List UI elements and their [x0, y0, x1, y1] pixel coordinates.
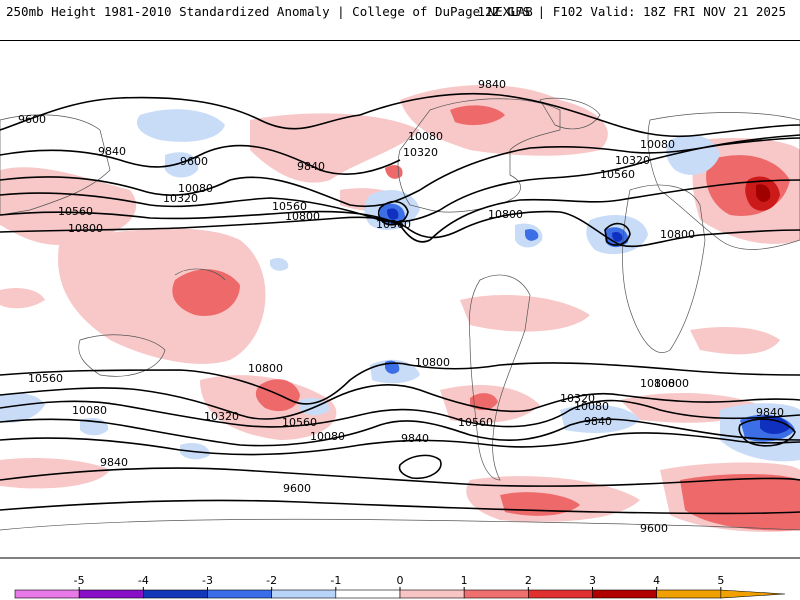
contour-label-10320-satl: 10320 — [560, 392, 595, 405]
contour-label-9600-npac: 9600 — [18, 113, 46, 126]
colorbar-tick-label: -4 — [138, 574, 149, 587]
contour-label-10080-europe: 10080 — [640, 138, 675, 151]
contour-closed-low-atlantic — [604, 222, 631, 246]
map-panel: 9600 9840 9600 9840 10080 10320 10560 10800 1056… — [0, 40, 800, 560]
colorbar-ticks: -5 -4 -3 -2 -1 0 1 2 3 4 5 — [74, 574, 724, 590]
contour-label-10320-npac: 10320 — [163, 192, 198, 205]
height-contours — [0, 92, 800, 515]
colorbar-tick-label: -3 — [202, 574, 213, 587]
anomaly-colorbar: -5 -4 -3 -2 -1 0 1 2 3 4 5 — [14, 574, 786, 599]
colorbar-tick-label: -1 — [330, 574, 341, 587]
colorbar-swatch — [656, 589, 722, 599]
contour-label-9600-antarctic-east: 9600 — [640, 522, 668, 535]
africa-coast — [622, 184, 706, 353]
colorbar-swatch — [463, 589, 529, 599]
south-america-coast — [468, 274, 531, 481]
contour-label-9840-sindian: 9840 — [100, 456, 128, 469]
contour-label-10320-europe: 10320 — [615, 154, 650, 167]
contour-10080-north — [0, 176, 421, 208]
colorbar-tick-label: -5 — [74, 574, 85, 587]
antarctica-coast — [0, 518, 800, 531]
map-title: 250mb Height 1981-2010 Standardized Anom… — [6, 4, 533, 19]
contour-label-10800-safrica: 10800 — [654, 377, 689, 390]
contour-9840-south — [0, 432, 800, 456]
contour-label-10800-africa: 10800 — [660, 228, 695, 241]
contour-10560-atlantic — [429, 179, 800, 241]
contour-label-10800-wpac: 10800 — [68, 222, 103, 235]
contour-label-9840-greenland: 9840 — [478, 78, 506, 91]
contour-label-10560-wpac: 10560 — [58, 205, 93, 218]
contour-closed-low-sind — [738, 418, 796, 447]
contour-label-9840-sind-low: 9840 — [756, 406, 784, 419]
north-america-coast — [397, 98, 561, 213]
colorbar-swatch — [143, 589, 208, 599]
colorbar-tick-label: 4 — [653, 574, 660, 587]
contour-10560-south — [0, 384, 800, 420]
colorbar-swatch — [207, 589, 272, 599]
greenland-coast — [539, 97, 601, 130]
contour-9600-south — [0, 467, 800, 487]
colorbar-end-triangle — [720, 589, 786, 599]
colorbar-blocks — [14, 589, 786, 599]
contour-label-10800-gulf: 10800 — [488, 208, 523, 221]
contour-label-10800-cpac: 10800 — [285, 210, 320, 223]
contour-label-10080-sindian: 10080 — [72, 404, 107, 417]
contour-9840-north — [0, 144, 401, 175]
contour-label-9600-antarctic: 9600 — [283, 482, 311, 495]
australia-coast — [78, 334, 166, 377]
colorbar-swatch — [14, 589, 80, 599]
colorbar-swatch — [399, 589, 465, 599]
indonesia-coast — [174, 268, 226, 281]
contour-10080-south — [0, 418, 800, 447]
contour-label-9840-satl: 9840 — [584, 415, 612, 428]
contour-9600-north — [0, 96, 361, 131]
extreme-positive-anomaly-shading — [745, 176, 780, 211]
contour-label-9840-bc: 9840 — [297, 160, 325, 173]
contour-label-10560-sindian: 10560 — [28, 372, 63, 385]
contour-label-10560-satl: 10560 — [458, 416, 493, 429]
contour-label-10800-sindian: 10800 — [415, 356, 450, 369]
contour-label-10800-spac: 10800 — [248, 362, 283, 375]
colorbar-tick-label: -2 — [266, 574, 277, 587]
contour-label-10080-satl: 10080 — [574, 400, 609, 413]
colorbar-swatch — [592, 589, 657, 599]
contour-closed-low-california — [377, 200, 409, 226]
contour-label-10080-spac: 10080 — [310, 430, 345, 443]
contour-label-9840-npac: 9840 — [98, 145, 126, 158]
colorbar-tick-label: 5 — [717, 574, 724, 587]
coastlines — [0, 97, 800, 531]
colorbar-tick-label: 0 — [397, 574, 404, 587]
contour-10800-south — [0, 362, 800, 405]
contour-label-10320-spac: 10320 — [204, 410, 239, 423]
contour-10320-south — [0, 399, 800, 428]
contour-9840-atlantic — [359, 92, 800, 138]
colorbar-tick-label: 3 — [589, 574, 596, 587]
contour-label-10560-spac: 10560 — [282, 416, 317, 429]
model-run-info: 12Z GFS | F102 Valid: 18Z FRI NOV 21 202… — [477, 4, 786, 19]
colorbar-swatch — [271, 589, 337, 599]
extreme-negative-anomaly-shading — [387, 208, 790, 434]
contour-closed-low-south — [398, 454, 442, 480]
contour-label-10080-npac: 10080 — [178, 182, 213, 195]
colorbar-swatch — [528, 589, 593, 599]
contour-10800-north — [0, 210, 800, 248]
colorbar-tick-label: 2 — [525, 574, 532, 587]
contour-10080-atlantic — [419, 137, 800, 191]
contour-label-10080-canada: 10080 — [408, 130, 443, 143]
contour-label-10560-atlantic: 10560 — [600, 168, 635, 181]
contour-9600-antarctic — [0, 499, 800, 515]
contour-10560-north — [0, 210, 431, 243]
colorbar-swatch — [335, 589, 401, 599]
contour-label-9600-alaska: 9600 — [180, 155, 208, 168]
colorbar-swatch — [78, 589, 144, 599]
contour-label-10560-cpac: 10560 — [272, 200, 307, 213]
eurasia-coast — [647, 112, 800, 250]
contour-label-10560-california: 10560 — [376, 218, 411, 231]
contour-label-10320-canada: 10320 — [403, 146, 438, 159]
contour-label-10800-sepac: 10800 — [640, 377, 675, 390]
colorbar-tick-label: 1 — [461, 574, 468, 587]
contour-label-9840-spac: 9840 — [401, 432, 429, 445]
